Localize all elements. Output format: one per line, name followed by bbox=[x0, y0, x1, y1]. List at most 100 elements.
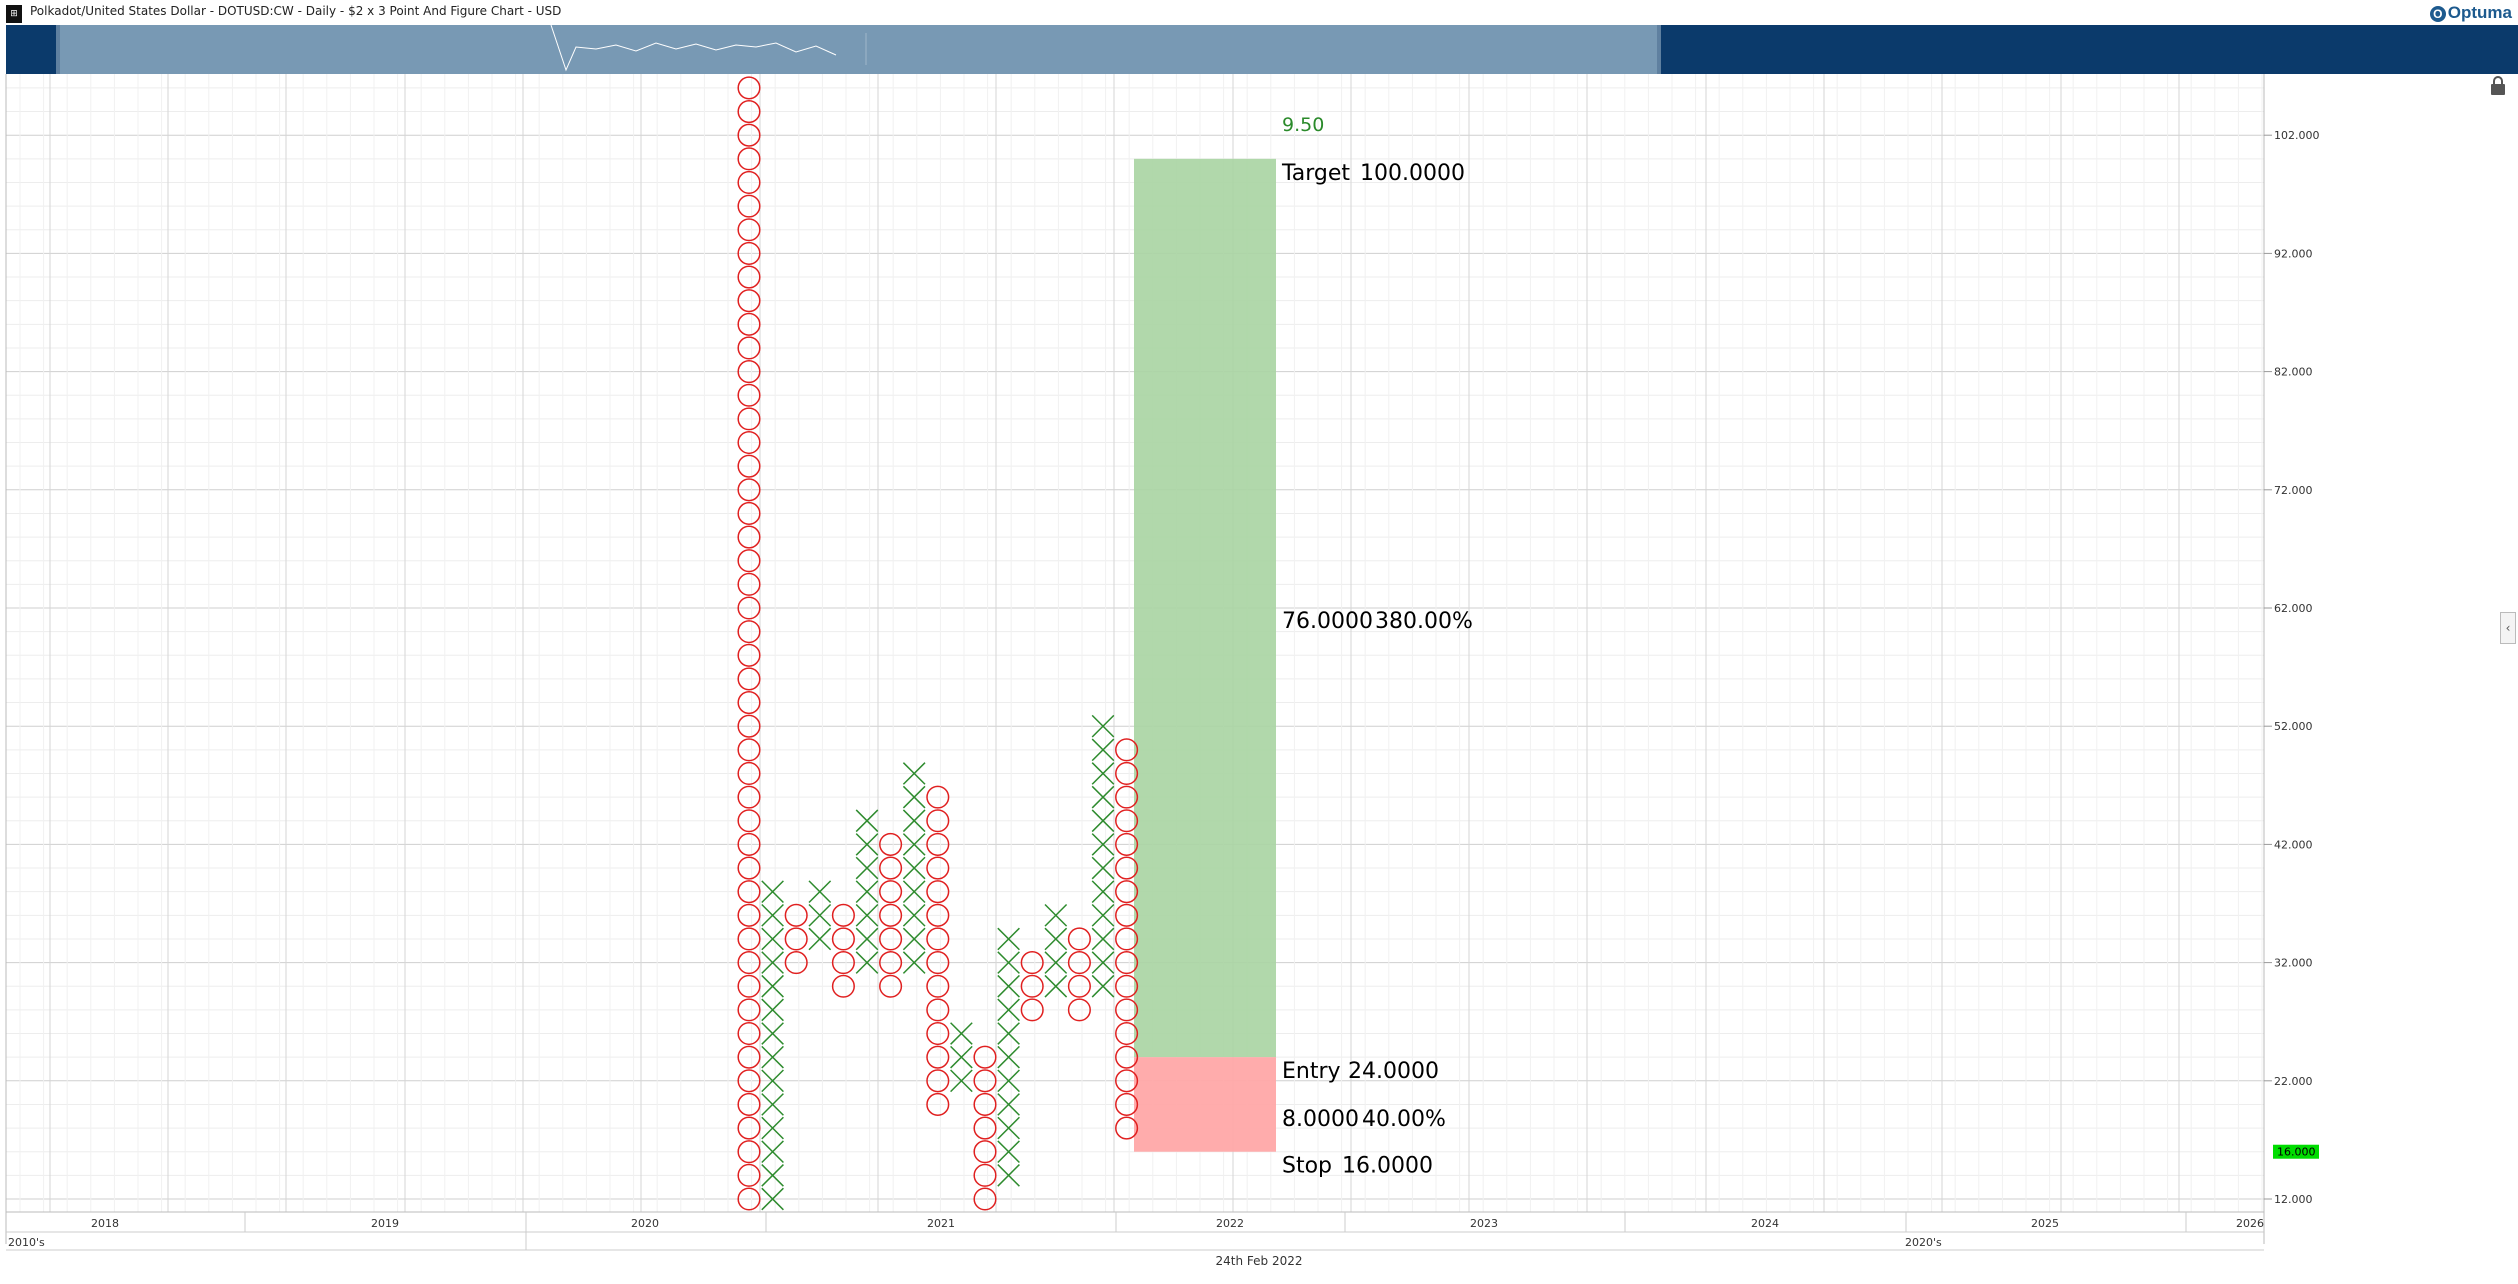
x-box bbox=[1091, 714, 1115, 738]
x-box bbox=[1044, 974, 1068, 998]
x-box bbox=[855, 927, 879, 951]
x-box bbox=[808, 880, 832, 904]
o-box bbox=[926, 903, 950, 927]
x-stroke bbox=[950, 1045, 973, 1069]
year-label: 2019 bbox=[371, 1217, 399, 1230]
x-stroke bbox=[1091, 785, 1115, 809]
x-box bbox=[1091, 951, 1115, 974]
x-stroke bbox=[808, 927, 832, 951]
navigator-handle-right[interactable] bbox=[1657, 25, 1661, 74]
x-stroke bbox=[761, 1022, 784, 1045]
x-stroke bbox=[997, 974, 1020, 998]
o-box bbox=[973, 1069, 997, 1093]
x-box bbox=[1091, 809, 1115, 833]
x-stroke bbox=[902, 762, 926, 785]
x-stroke bbox=[761, 1116, 784, 1140]
stop-label: Stop bbox=[1282, 1154, 1332, 1179]
o-box bbox=[737, 714, 761, 738]
o-box bbox=[737, 1163, 761, 1187]
x-stroke bbox=[761, 1069, 784, 1093]
year-label: 2026 bbox=[2236, 1217, 2264, 1230]
o-box bbox=[1115, 903, 1139, 927]
x-box bbox=[997, 1164, 1020, 1187]
target-count-label: 9.50 bbox=[1282, 114, 1324, 136]
o-box bbox=[1115, 761, 1139, 786]
o-box bbox=[879, 880, 903, 904]
x-column bbox=[1044, 903, 1068, 998]
x-stroke bbox=[902, 856, 926, 880]
o-box bbox=[879, 832, 903, 856]
x-stroke bbox=[997, 1045, 1020, 1069]
x-column bbox=[997, 927, 1020, 1187]
year-label: 2023 bbox=[1470, 1217, 1498, 1230]
o-box bbox=[737, 1092, 761, 1116]
x-box bbox=[761, 1187, 784, 1211]
lock-icon bbox=[2491, 76, 2505, 95]
o-box bbox=[1115, 856, 1139, 880]
o-box bbox=[737, 667, 761, 691]
x-stroke bbox=[902, 785, 926, 809]
x-box bbox=[761, 1022, 784, 1045]
o-box bbox=[1115, 1092, 1139, 1116]
o-box bbox=[926, 974, 950, 998]
x-stroke bbox=[761, 974, 784, 998]
x-box bbox=[1091, 927, 1115, 951]
x-column bbox=[950, 1022, 973, 1093]
o-column bbox=[831, 903, 855, 998]
navigator-window[interactable] bbox=[56, 25, 1661, 74]
navigator-handle-left[interactable] bbox=[56, 25, 60, 74]
entry-value: 24.0000 bbox=[1348, 1059, 1439, 1084]
year-label: 2025 bbox=[2031, 1217, 2059, 1230]
x-stroke bbox=[1091, 833, 1115, 856]
o-box bbox=[737, 147, 761, 171]
x-box bbox=[950, 1045, 973, 1069]
o-box bbox=[737, 643, 761, 667]
lock-button[interactable] bbox=[2486, 74, 2510, 98]
o-column bbox=[737, 76, 761, 1211]
x-box bbox=[997, 974, 1020, 998]
chart-navigator[interactable] bbox=[6, 25, 2518, 74]
y-tick-label: 52.000 bbox=[2274, 720, 2313, 733]
o-box bbox=[1115, 832, 1139, 856]
o-box bbox=[737, 430, 761, 455]
x-box bbox=[997, 1069, 1020, 1093]
o-box bbox=[737, 691, 761, 715]
risk-percent: 40.00% bbox=[1362, 1107, 1446, 1132]
o-box bbox=[1115, 927, 1139, 951]
chevron-left-icon: ‹ bbox=[2505, 621, 2511, 635]
o-box bbox=[831, 974, 855, 998]
o-box bbox=[737, 170, 761, 195]
y-axis: 12.000 22.000 32.000 42.000 52.000 62.000 72.0… bbox=[2264, 129, 2320, 1206]
o-box bbox=[737, 336, 761, 360]
x-stroke bbox=[855, 903, 879, 927]
x-box bbox=[761, 974, 784, 998]
x-stroke bbox=[1091, 927, 1115, 951]
o-box bbox=[737, 265, 761, 289]
y-tick-label: 32.000 bbox=[2274, 957, 2313, 970]
chart-app-icon[interactable]: ⊞ bbox=[6, 5, 22, 23]
risk-reward-tool[interactable] bbox=[1134, 158, 1276, 1152]
o-box bbox=[1067, 998, 1091, 1022]
x-box bbox=[902, 785, 926, 809]
decade-label: 2010's bbox=[8, 1236, 45, 1249]
x-column bbox=[1091, 714, 1115, 998]
x-stroke bbox=[1091, 903, 1115, 927]
o-box bbox=[1115, 738, 1139, 762]
target-value: 100.0000 bbox=[1360, 161, 1465, 186]
collapse-panel-button[interactable]: ‹ bbox=[2500, 612, 2516, 644]
o-box bbox=[926, 1069, 950, 1093]
x-box bbox=[1091, 903, 1115, 927]
x-stroke bbox=[997, 998, 1020, 1022]
o-box bbox=[1020, 951, 1044, 975]
o-box bbox=[926, 998, 950, 1022]
x-box bbox=[855, 833, 879, 856]
x-stroke bbox=[902, 927, 926, 951]
o-box bbox=[926, 1092, 950, 1116]
reward-value: 76.0000 bbox=[1282, 609, 1373, 634]
x-box bbox=[950, 1069, 973, 1093]
x-stroke bbox=[761, 927, 784, 951]
x-box bbox=[902, 809, 926, 833]
x-stroke bbox=[902, 809, 926, 833]
x-stroke bbox=[855, 880, 879, 904]
